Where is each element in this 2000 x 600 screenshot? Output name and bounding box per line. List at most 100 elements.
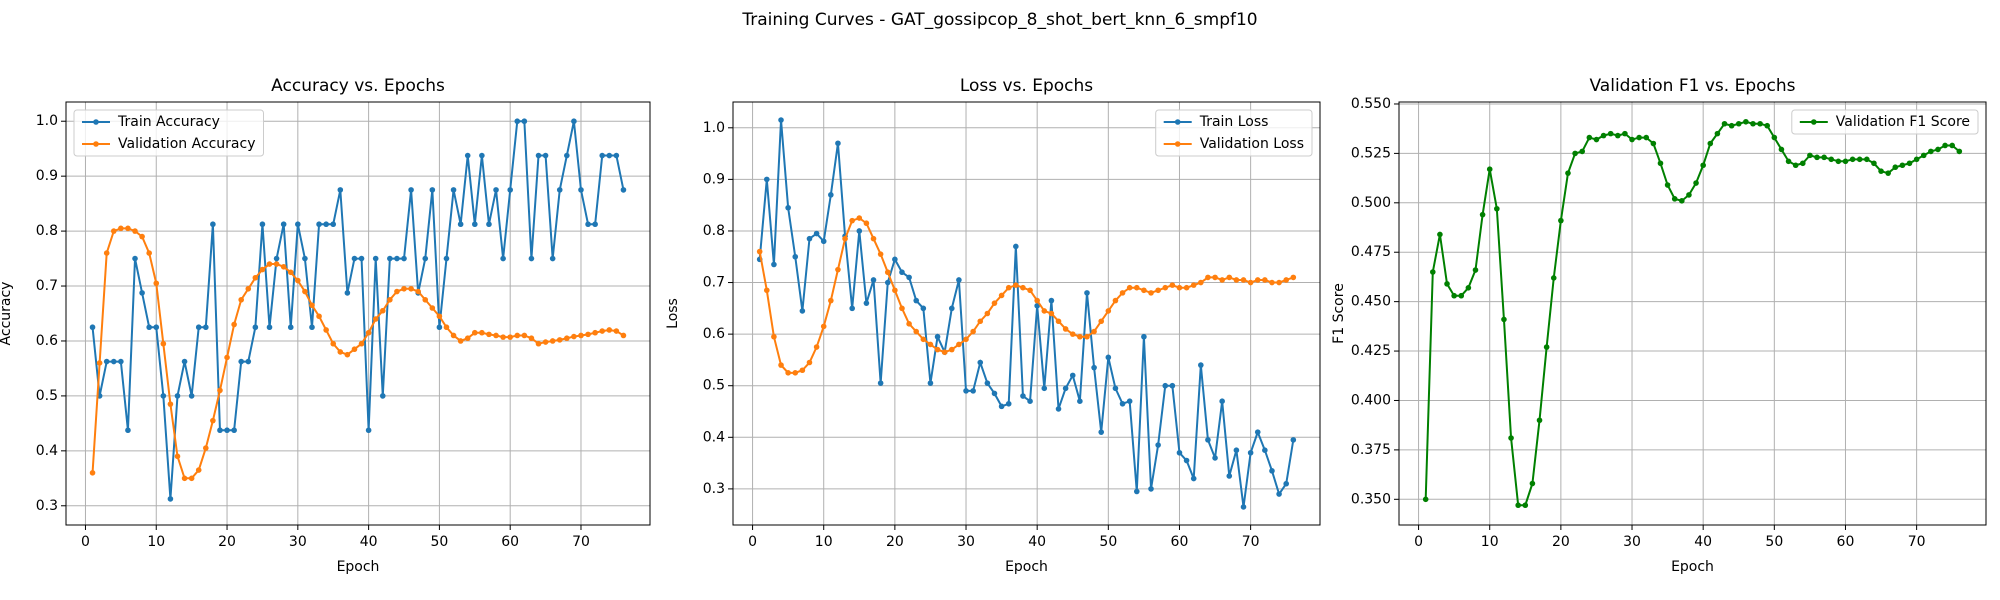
- point: [984, 380, 991, 386]
- y-tick-label: 0.9: [36, 168, 58, 184]
- point: [231, 427, 237, 434]
- y-tick-label: 0.400: [1351, 392, 1391, 408]
- point: [217, 387, 223, 394]
- point: [778, 362, 784, 368]
- point: [1190, 475, 1197, 482]
- point: [1494, 205, 1500, 212]
- point: [1643, 134, 1650, 141]
- point: [1828, 156, 1835, 163]
- point: [799, 308, 806, 314]
- point: [1515, 502, 1521, 509]
- point: [351, 346, 358, 353]
- point: [493, 187, 499, 193]
- legend-marker: [93, 141, 99, 147]
- point: [571, 333, 577, 340]
- point: [1565, 170, 1571, 176]
- point: [358, 340, 365, 347]
- point: [1422, 496, 1429, 503]
- point: [1005, 400, 1012, 407]
- point: [1899, 162, 1906, 169]
- point: [1247, 449, 1254, 456]
- point: [1212, 274, 1218, 281]
- point: [785, 370, 791, 376]
- point: [1091, 328, 1097, 335]
- legend-label: Validation Loss: [1200, 136, 1304, 152]
- point: [507, 187, 513, 193]
- point: [153, 324, 160, 331]
- point: [913, 297, 920, 304]
- point: [806, 359, 813, 366]
- point: [160, 393, 167, 399]
- series-line: [1424, 120, 1960, 507]
- point: [1920, 152, 1927, 159]
- point: [1650, 140, 1657, 147]
- y-tick-label: 0.550: [1351, 96, 1391, 112]
- point: [323, 221, 329, 228]
- point: [1219, 277, 1225, 283]
- point: [224, 427, 230, 434]
- y-tick-label: 1.0: [36, 113, 58, 129]
- point: [1219, 398, 1225, 404]
- y-tick-label: 0.525: [1351, 145, 1391, 161]
- y-tick-label: 0.8: [36, 223, 58, 239]
- point: [820, 238, 827, 245]
- point: [1183, 457, 1190, 464]
- point: [1942, 142, 1948, 149]
- point: [89, 324, 96, 331]
- point: [884, 269, 891, 276]
- point: [1069, 372, 1076, 379]
- point: [309, 324, 315, 331]
- point: [450, 332, 457, 339]
- point: [1522, 502, 1529, 509]
- point: [146, 324, 152, 331]
- y-tick-label: 0.6: [703, 326, 725, 342]
- point: [408, 187, 414, 193]
- y-tick-label: 0.5: [36, 388, 58, 404]
- y-tick-label: 0.7: [36, 278, 58, 294]
- point: [941, 349, 948, 355]
- point: [266, 324, 273, 331]
- point: [1508, 435, 1514, 441]
- x-tick-label: 40: [360, 534, 378, 550]
- point: [1240, 504, 1247, 510]
- point: [266, 261, 273, 267]
- legend-box: [1155, 109, 1313, 157]
- point: [1771, 134, 1778, 141]
- point: [763, 287, 770, 294]
- y-tick-label: 0.350: [1351, 491, 1391, 507]
- point: [613, 328, 620, 334]
- point: [259, 221, 266, 228]
- point: [323, 327, 329, 333]
- point: [174, 453, 181, 460]
- point: [1254, 277, 1261, 283]
- point: [1814, 154, 1820, 161]
- point: [1657, 160, 1664, 167]
- point: [599, 152, 606, 159]
- point: [210, 417, 216, 424]
- point: [1247, 279, 1254, 286]
- point: [252, 274, 259, 281]
- y-tick-label: 0.425: [1351, 343, 1391, 359]
- axes-title: Validation F1 vs. Epochs: [1590, 76, 1796, 96]
- point: [132, 255, 138, 262]
- point: [203, 445, 209, 451]
- point: [103, 358, 110, 365]
- point: [1671, 196, 1678, 202]
- point: [1757, 120, 1763, 127]
- point: [429, 305, 436, 311]
- point: [472, 329, 478, 336]
- point: [1198, 362, 1204, 368]
- point: [1027, 398, 1033, 404]
- point: [316, 313, 322, 320]
- y-tick-label: 0.375: [1351, 442, 1391, 458]
- point: [160, 340, 167, 347]
- point: [613, 152, 620, 159]
- point: [1437, 231, 1443, 238]
- point: [1233, 447, 1240, 454]
- point: [1458, 292, 1465, 299]
- point: [231, 321, 237, 328]
- point: [1148, 486, 1154, 492]
- legend-box: [1791, 109, 1979, 135]
- y-tick-label: 0.3: [36, 498, 58, 514]
- point: [564, 335, 570, 342]
